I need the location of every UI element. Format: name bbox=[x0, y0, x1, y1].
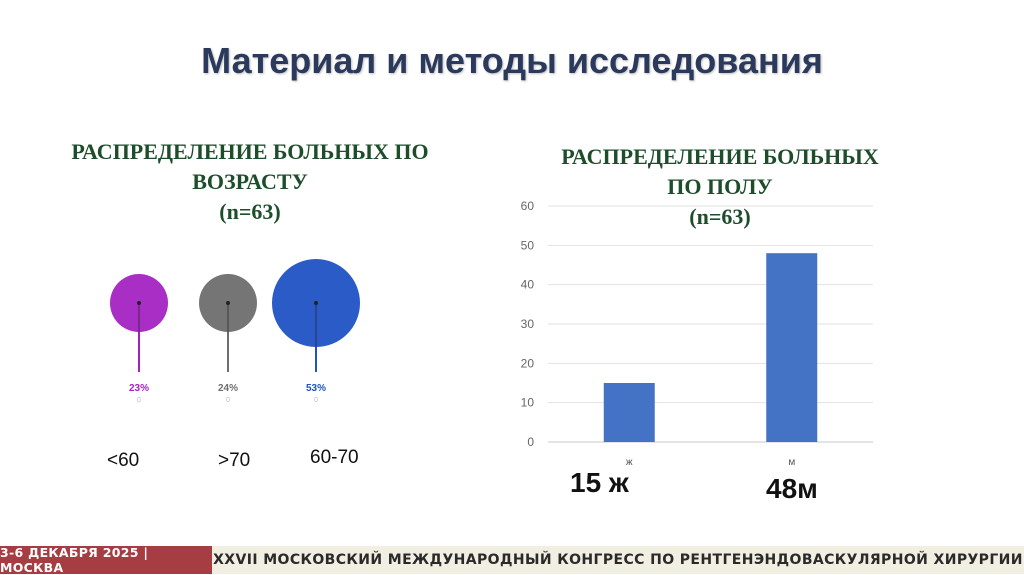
sex-female-count: 15 ж bbox=[570, 467, 629, 498]
age-percent-label-2: 53% bbox=[306, 383, 326, 394]
age-heading-line-3: (n=63) bbox=[219, 199, 281, 224]
sex-ytick-3: 30 bbox=[521, 317, 535, 331]
sex-category-label-1: м bbox=[788, 457, 795, 468]
age-percent-label-0: 23% bbox=[129, 383, 149, 394]
age-group-label-gt70: >70 bbox=[218, 450, 251, 471]
sex-heading-line-1: РАСПРЕДЕЛЕНИЕ БОЛЬНЫХ bbox=[561, 144, 879, 169]
age-sub-label-1: 0 bbox=[226, 397, 230, 404]
sex-ytick-0: 0 bbox=[527, 435, 534, 449]
age-percent-label-1: 24% bbox=[218, 383, 238, 394]
age-heading-line-2: ВОЗРАСТУ bbox=[192, 169, 308, 194]
sex-ytick-1: 10 bbox=[521, 396, 535, 410]
sex-category-label-0: ж bbox=[626, 457, 633, 468]
footer-date-location: 3-6 ДЕКАБРЯ 2025 | МОСКВА bbox=[0, 545, 212, 575]
age-bubble-dot-2 bbox=[314, 301, 318, 305]
sex-male-count: 48м bbox=[766, 473, 818, 504]
sex-heading-line-2: ПО ПОЛУ bbox=[667, 174, 773, 199]
sex-ytick-6: 60 bbox=[521, 199, 535, 213]
sex-chart-heading: РАСПРЕДЕЛЕНИЕ БОЛЬНЫХ ПО ПОЛУ (n=63) bbox=[500, 142, 940, 232]
age-chart-heading: РАСПРЕДЕЛЕНИЕ БОЛЬНЫХ ПО ВОЗРАСТУ (n=63) bbox=[30, 137, 470, 227]
sex-ytick-2: 20 bbox=[521, 356, 535, 370]
sex-heading-line-3: (n=63) bbox=[689, 204, 751, 229]
age-heading-line-1: РАСПРЕДЕЛЕНИЕ БОЛЬНЫХ ПО bbox=[71, 139, 429, 164]
age-group-label-lt60: <60 bbox=[107, 450, 140, 471]
sex-bar-0 bbox=[603, 383, 655, 442]
sex-bar-1 bbox=[766, 253, 818, 442]
age-group-label-60-70: 60-70 bbox=[310, 447, 359, 468]
age-bubble-dot-1 bbox=[226, 301, 230, 305]
sex-ytick-5: 50 bbox=[521, 238, 535, 252]
age-bubble-dot-0 bbox=[137, 301, 141, 305]
age-sub-label-0: 0 bbox=[137, 397, 141, 404]
age-sub-label-2: 0 bbox=[314, 397, 318, 404]
footer-congress-name: XXVII МОСКОВСКИЙ МЕЖДУНАРОДНЫЙ КОНГРЕСС … bbox=[212, 546, 1024, 574]
slide-title: Материал и методы исследования bbox=[201, 40, 823, 81]
sex-ytick-4: 40 bbox=[521, 278, 535, 292]
footer-bar: 3-6 ДЕКАБРЯ 2025 | МОСКВА XXVII МОСКОВСК… bbox=[0, 545, 1024, 575]
